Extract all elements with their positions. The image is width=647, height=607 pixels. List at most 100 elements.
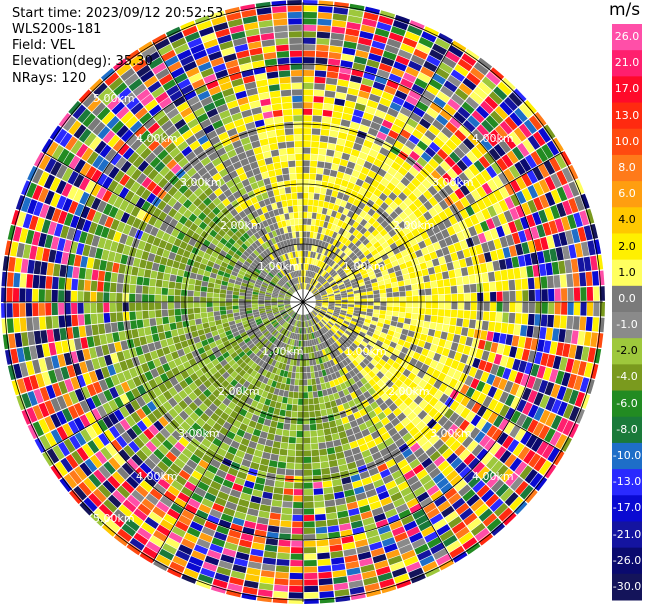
range-gate [408, 381, 418, 391]
range-gate [262, 317, 269, 323]
range-gate [404, 279, 411, 286]
range-gate [315, 304, 322, 306]
range-gate [556, 186, 568, 202]
range-gate [556, 385, 567, 401]
range-gate [222, 257, 231, 264]
range-gate [219, 332, 227, 339]
range-gate [400, 464, 412, 475]
range-gate [226, 333, 234, 340]
range-gate [196, 538, 211, 549]
range-gate [128, 367, 138, 378]
range-gate [424, 163, 435, 174]
range-gate [352, 184, 361, 193]
range-gate [255, 281, 262, 286]
range-gate [110, 374, 121, 386]
range-gate [369, 500, 382, 511]
range-gate [61, 167, 74, 182]
range-gate [182, 250, 191, 259]
range-gate [508, 131, 522, 146]
range-gate [495, 281, 503, 292]
range-gate [33, 437, 46, 454]
range-gate [327, 309, 334, 314]
range-gate [95, 247, 104, 260]
range-gate [395, 327, 403, 334]
range-gate [187, 475, 200, 487]
range-gate [514, 371, 524, 385]
range-gate [303, 76, 314, 83]
range-gate [232, 267, 240, 274]
range-gate [501, 154, 514, 168]
range-gate [369, 541, 383, 551]
range-gate [487, 386, 498, 398]
range-gate [108, 206, 119, 218]
range-gate [337, 79, 349, 88]
range-gate [360, 377, 368, 385]
range-gate [349, 75, 363, 84]
range-gate [184, 376, 194, 386]
range-gate [315, 300, 322, 302]
range-gate [227, 348, 236, 355]
range-gate [295, 313, 299, 320]
range-gate [466, 440, 479, 453]
range-gate [227, 495, 240, 505]
range-gate [379, 147, 390, 157]
range-gate [219, 265, 227, 272]
range-gate [259, 431, 268, 439]
range-gate [444, 294, 452, 302]
range-gate [554, 288, 561, 301]
range-gate [376, 379, 385, 388]
range-gate [216, 220, 226, 229]
range-gate [178, 436, 190, 448]
range-gate [303, 44, 316, 51]
range-gate [562, 184, 574, 200]
range-gate [317, 429, 325, 437]
range-gate [12, 288, 20, 302]
range-gate [78, 267, 86, 280]
range-gate [289, 332, 294, 339]
range-gate [132, 156, 145, 168]
range-gate [430, 315, 438, 323]
range-gate [253, 270, 260, 277]
range-gate [345, 372, 352, 380]
range-gate [558, 329, 566, 343]
range-gate [267, 313, 274, 318]
range-gate [212, 389, 221, 398]
range-gate [209, 229, 218, 238]
range-gate [306, 320, 309, 327]
range-gate [183, 567, 199, 579]
range-gate [422, 221, 431, 231]
range-gate [344, 256, 351, 263]
range-gate [422, 373, 432, 383]
range-gate [54, 250, 63, 264]
range-gate [452, 260, 461, 270]
range-gate [131, 453, 144, 467]
range-gate [507, 221, 518, 234]
range-gate [560, 216, 571, 231]
range-gate [275, 284, 282, 290]
range-gate [437, 177, 448, 188]
range-gate [219, 237, 228, 246]
range-gate [412, 351, 421, 360]
range-gate [336, 267, 343, 274]
range-gate [315, 297, 322, 300]
range-gate [277, 341, 283, 348]
range-gate [324, 264, 330, 271]
range-gate [49, 464, 63, 481]
range-gate [213, 187, 223, 197]
range-gate [323, 395, 330, 403]
range-gate [273, 322, 280, 328]
range-gate [303, 218, 308, 225]
range-gate [188, 238, 197, 247]
range-gate [361, 570, 377, 580]
range-gate [42, 343, 51, 357]
range-gate [202, 206, 212, 216]
range-gate [246, 310, 253, 314]
range-gate [555, 370, 565, 385]
range-gate [182, 234, 191, 244]
range-gate [194, 432, 205, 443]
range-gate [324, 273, 330, 280]
range-gate [389, 375, 398, 384]
range-gate [351, 169, 361, 178]
range-gate [399, 106, 412, 117]
range-gate [320, 383, 327, 390]
